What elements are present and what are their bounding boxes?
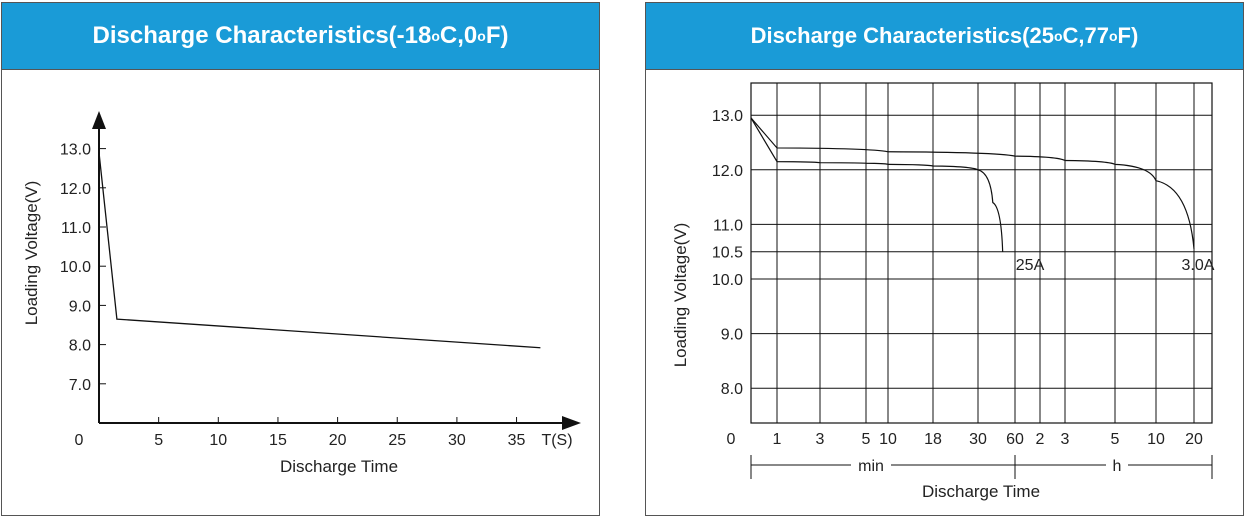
y-axis-label: Loading Voltage(V) [22,181,41,326]
y-tick-label: 9.0 [69,298,91,315]
chart-title-warm: Discharge Characteristics(25 o C,77 o F) [646,3,1243,70]
chart-plot-cold: 7.0 8.0 9.0 10.0 11.0 12.0 13.0 5 10 15 20 25 30 35 0 T… [22,111,581,476]
series-line [750,117,1195,250]
title-warm-suffix: F) [1117,23,1139,48]
y-tick-label: 9.0 [721,327,743,344]
chart-panel-cold: Discharge Characteristics(-18 o C,0 o F) 7.0… [1,2,600,516]
x-tick-label: 35 [508,432,526,449]
y-tick-label: 8.0 [69,338,91,355]
title-warm-prefix: Discharge Characteristics(25 [750,23,1054,48]
y-tick-label: 7.0 [69,377,91,394]
degree-symbol: o [477,28,486,44]
x-tick-label: 3 [1061,431,1070,448]
x-tick-label: 30 [969,431,987,448]
y-tick-label: 12.0 [712,163,743,180]
series-line [750,117,1004,252]
x-tick-label: 5 [154,432,163,449]
series-label: 3.0A [1182,257,1215,274]
y-tick-label: 11.0 [713,217,743,234]
title-cold-suffix: F) [485,22,509,49]
series-label: 25A [1016,257,1045,274]
chart-title-cold: Discharge Characteristics(-18 o C,0 o F) [2,3,599,70]
x-tick-label: 25 [388,432,406,449]
origin-label: 0 [75,432,84,449]
y-tick-label: 8.0 [721,381,743,398]
title-warm-mid: C,77 [1062,23,1109,48]
origin-label: 0 [727,431,736,448]
x-axis-label: Discharge Time [280,457,398,476]
chart-panel-warm: Discharge Characteristics(25 o C,77 o F) 8.0… [645,2,1244,516]
x-tick-label: 1 [773,431,782,448]
x-tick-label: 30 [448,432,466,449]
y-tick-label: 13.0 [60,142,91,159]
y-tick-label: 10.0 [60,259,91,276]
y-tick-label: 13.0 [712,108,743,125]
x-tick-label: 18 [924,431,942,448]
unit-label-bg [1106,455,1128,475]
x-tick-label: 10 [1147,431,1165,448]
y-tick-label: 12.0 [60,181,91,198]
unit-label-bg [851,455,891,475]
x-unit-label: T(S) [541,432,572,449]
x-tick-label: 15 [269,432,287,449]
unit-label-min: min [858,458,884,475]
x-tick-label: 5 [862,431,871,448]
x-axis-arrow [562,416,581,430]
unit-label-h: h [1113,458,1122,475]
y-tick-label: 10.5 [712,245,743,262]
series-line [98,152,541,349]
x-tick-label: 5 [1111,431,1120,448]
y-tick-label: 11.0 [61,220,91,237]
x-tick-label: 60 [1006,431,1024,448]
x-tick-label: 20 [329,432,347,449]
y-axis-label: Loading Voltage(V) [671,223,690,368]
x-tick-label: 10 [879,431,897,448]
title-cold-mid: C,0 [439,22,478,49]
y-tick-label: 10.0 [712,272,743,289]
x-axis-label: Discharge Time [922,482,1040,501]
x-tick-label: 20 [1185,431,1203,448]
y-axis-arrow [92,111,106,129]
x-tick-label: 2 [1036,431,1045,448]
chart-plot-warm: 8.09.010.010.511.012.013.01 3 5 10 18 30 60 2 3 5… [671,82,1215,501]
x-tick-label: 10 [209,432,227,449]
title-cold-prefix: Discharge Characteristics(-18 [92,22,432,49]
degree-symbol: o [1108,28,1118,44]
degree-symbol: o [1053,28,1063,44]
x-tick-label: 3 [816,431,825,448]
degree-symbol: o [431,28,440,44]
